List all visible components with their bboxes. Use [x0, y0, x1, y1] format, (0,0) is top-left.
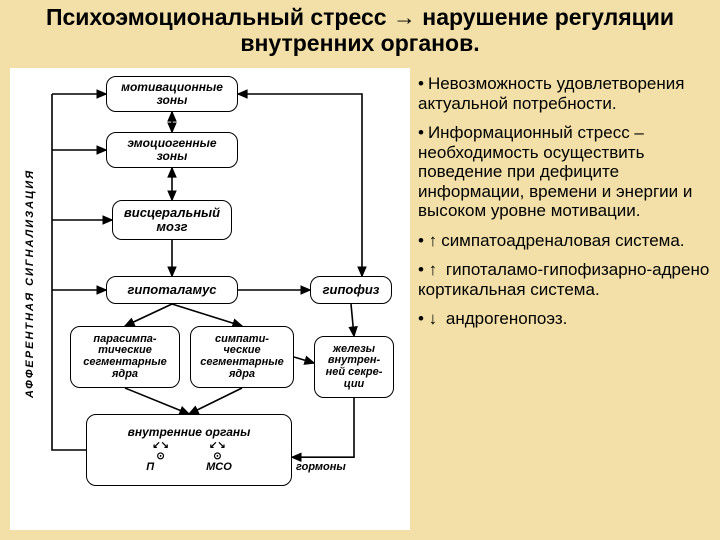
bullet-text: гипоталамо-гипофизарно-адрено кортикальн…: [418, 260, 709, 299]
node-motiv: мотивационныезоны: [106, 76, 238, 112]
bullet-marker: • ↓: [418, 309, 437, 328]
node-visceral: висцеральныймозг: [112, 200, 232, 240]
node-glands: железывнутрен-ней секре-ции: [314, 336, 394, 398]
bullet-marker: •: [418, 123, 424, 142]
node-sympath: симпати-ческиесегментарныеядра: [190, 326, 294, 388]
node-hypoph: гипофиз: [310, 276, 392, 304]
node-emo: эмоциогенныезоны: [106, 132, 238, 168]
bullet-item: • ↑симпатоадреналовая система.: [418, 231, 714, 251]
bullet-marker: • ↑: [418, 231, 437, 250]
bullet-text: симпатоадреналовая система.: [441, 231, 684, 250]
bullet-text: Невозможность удовлетворения актуальной …: [418, 74, 684, 113]
bullet-text: андрогенопоэз.: [441, 309, 567, 328]
bullet-list: •Невозможность удовлетворения актуальной…: [418, 74, 714, 339]
hormone-label: гормоны: [296, 461, 346, 473]
bullet-item: •Невозможность удовлетворения актуальной…: [418, 74, 714, 113]
node-hypothal: гипоталамус: [106, 276, 238, 304]
diagram-area: АФФЕРЕНТНАЯ СИГНАЛИЗАЦИЯ мотивационныезо…: [10, 68, 410, 530]
bullet-item: • ↓ андрогенопоэз.: [418, 309, 714, 329]
organs-label: внутренние органы: [128, 426, 251, 439]
organs-symbols: ↙↘⊙↙↘⊙: [152, 441, 226, 462]
page-root: Психоэмоциональный стресс → нарушение ре…: [0, 0, 720, 540]
node-organs: внутренние органы ↙↘⊙↙↘⊙ПМСО: [86, 414, 292, 486]
bullet-text: Информационный стресс – необходимость ос…: [418, 123, 692, 220]
bullet-item: •Информационный стресс – необходимость о…: [418, 123, 714, 221]
bullet-marker: • ↑: [418, 260, 437, 279]
node-parasym: парасимпа-тическиесегментарныеядра: [70, 326, 180, 388]
page-title: Психоэмоциональный стресс → нарушение ре…: [0, 4, 720, 57]
organs-sublabels: ПМСО: [146, 462, 232, 474]
bullet-marker: •: [418, 74, 424, 93]
bullet-item: • ↑ гипоталамо-гипофизарно-адрено кортик…: [418, 260, 714, 299]
